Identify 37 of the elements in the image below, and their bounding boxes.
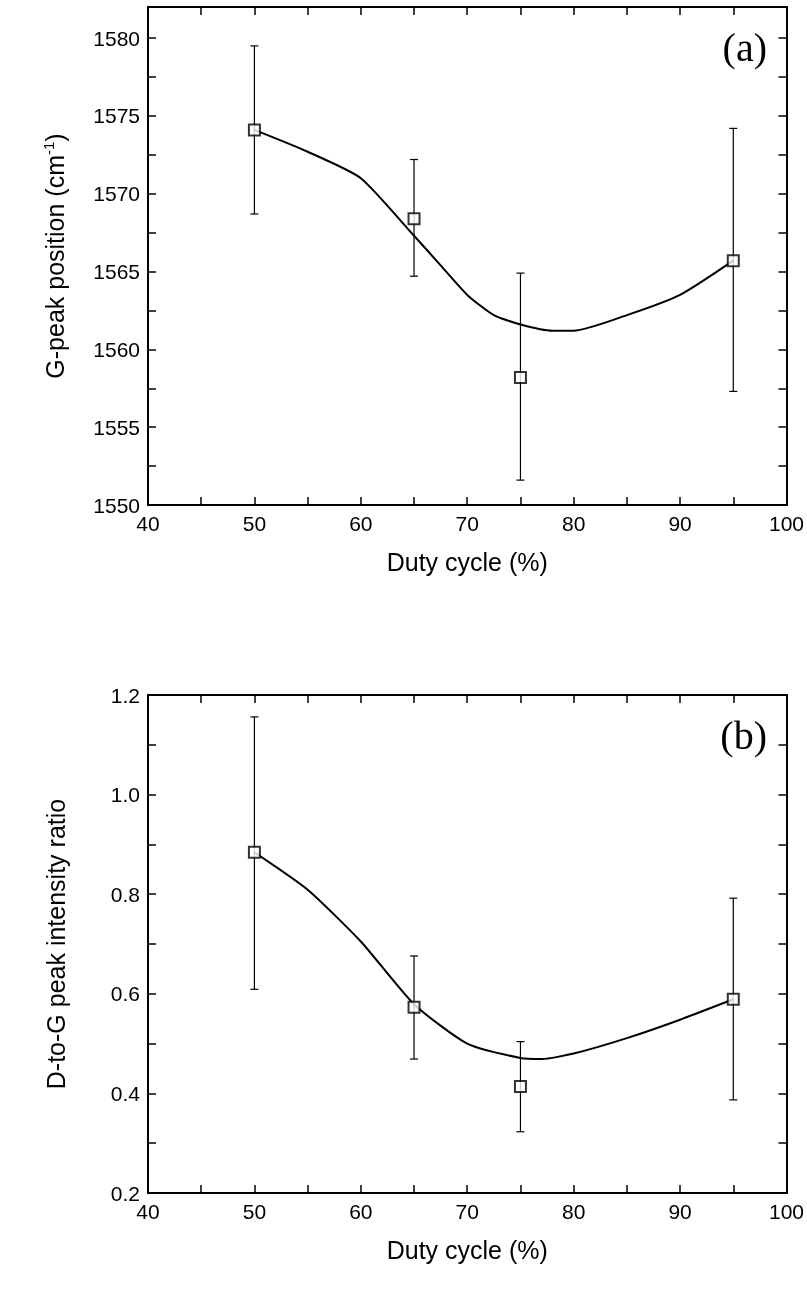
- y-tick-label: 1580: [93, 26, 140, 50]
- point: [407, 212, 421, 226]
- y-tick-label: 1560: [93, 337, 140, 361]
- y-axis-title: G-peak position (cm-1): [40, 133, 69, 379]
- point: [513, 370, 527, 384]
- point: [513, 1079, 527, 1093]
- point: [247, 123, 261, 137]
- y-tick-label: 1565: [93, 260, 140, 284]
- x-tick-label: 70: [455, 512, 479, 535]
- x-tick-label: 100: [768, 1200, 804, 1223]
- y-tick-label: 1555: [93, 415, 140, 439]
- x-tick-label: 60: [349, 512, 373, 535]
- x-axis-title: Duty cycle (%): [386, 1235, 548, 1264]
- x-tick-label: 50: [242, 512, 267, 535]
- point: [726, 992, 740, 1006]
- y-tick-label: 0.6: [110, 982, 140, 1006]
- x-tick-label: 70: [455, 1200, 479, 1223]
- point: [726, 254, 740, 268]
- x-tick-label: 100: [768, 512, 804, 535]
- y-tick-label: 1.0: [110, 783, 140, 807]
- y-tick-label: 1575: [93, 104, 140, 128]
- x-tick-label: 80: [561, 1200, 586, 1223]
- y-tick-label: 1.2: [110, 683, 140, 707]
- x-tick-label: 90: [668, 1200, 692, 1223]
- x-tick-label: 80: [561, 512, 586, 535]
- y-tick-label: 0.8: [110, 882, 140, 906]
- y-tick-label: 1570: [93, 182, 140, 206]
- y-tick-label: 0.4: [110, 1081, 141, 1105]
- point: [247, 845, 261, 859]
- annotation: (a): [722, 24, 768, 70]
- x-tick-label: 60: [349, 1200, 373, 1223]
- point: [407, 1000, 421, 1014]
- x-tick-label: 90: [668, 512, 692, 535]
- x-tick-label: 50: [242, 1200, 267, 1223]
- annotation: (b): [720, 712, 767, 758]
- y-axis-title: D-to-G peak intensity ratio: [41, 798, 70, 1090]
- x-axis-title: Duty cycle (%): [386, 547, 548, 576]
